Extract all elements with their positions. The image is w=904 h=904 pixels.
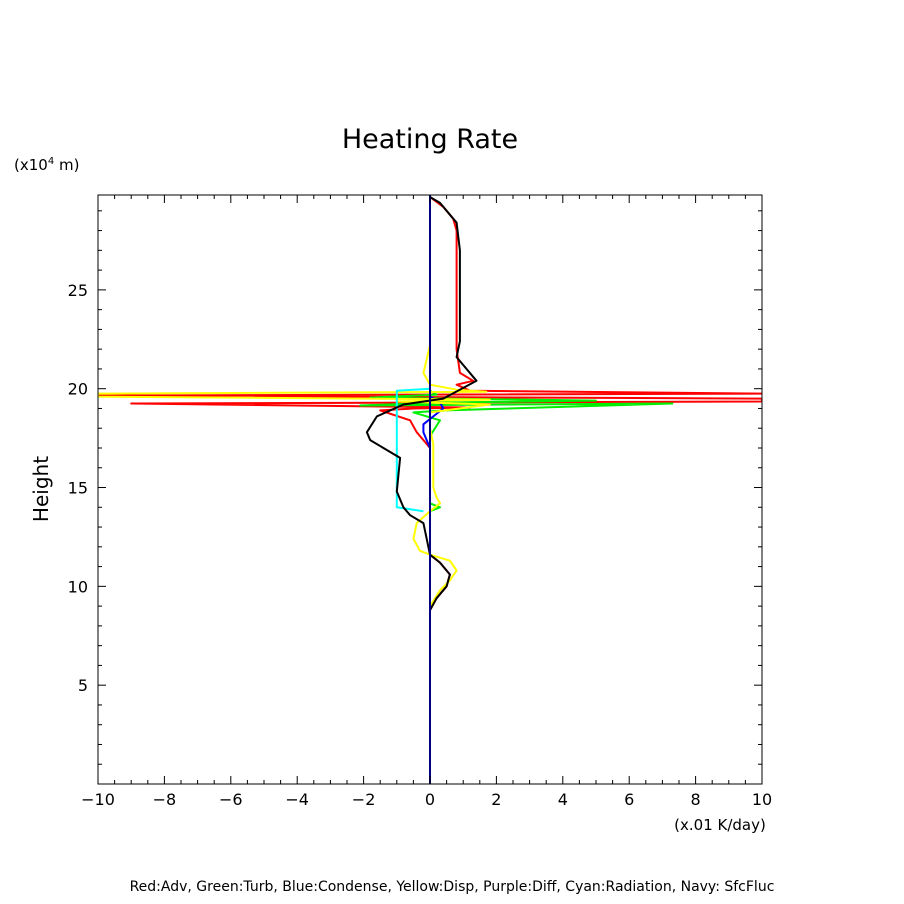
x-tick-label: −6 xyxy=(219,790,243,809)
y-tick-label: 10 xyxy=(68,577,88,596)
x-tick-label: −2 xyxy=(352,790,376,809)
plot-frame xyxy=(97,194,763,785)
x-tick-label: −10 xyxy=(81,790,115,809)
y-tick-label: 25 xyxy=(68,281,88,300)
x-tick-label: 8 xyxy=(691,790,701,809)
chart-title: Heating Rate xyxy=(342,124,518,155)
x-axis-label: (x.01 K/day) xyxy=(674,816,766,834)
plot-series xyxy=(98,195,762,784)
series-line-disp xyxy=(98,195,491,607)
y-axis-label: Height xyxy=(29,456,53,522)
y-tick-label: 20 xyxy=(68,380,88,399)
x-tick-label: 0 xyxy=(425,790,435,809)
series-line-condense xyxy=(422,388,445,449)
y-unit-label: (x104 m) xyxy=(14,156,79,174)
x-tick-label: 10 xyxy=(752,790,772,809)
legend-caption: Red:Adv, Green:Turb, Blue:Condense, Yell… xyxy=(130,879,775,895)
x-tick-label: −4 xyxy=(285,790,309,809)
y-tick-label: 5 xyxy=(78,676,88,695)
x-tick-label: 6 xyxy=(624,790,634,809)
x-tick-label: 4 xyxy=(558,790,568,809)
x-tick-label: −8 xyxy=(153,790,177,809)
axis-ticks: −10 −8 −6 −4 −2 0 2 4 6 8 10 5 10 15 20 25 xyxy=(68,195,772,809)
series-line-net xyxy=(365,196,478,611)
x-tick-label: 2 xyxy=(491,790,501,809)
y-tick-label: 15 xyxy=(68,479,88,498)
